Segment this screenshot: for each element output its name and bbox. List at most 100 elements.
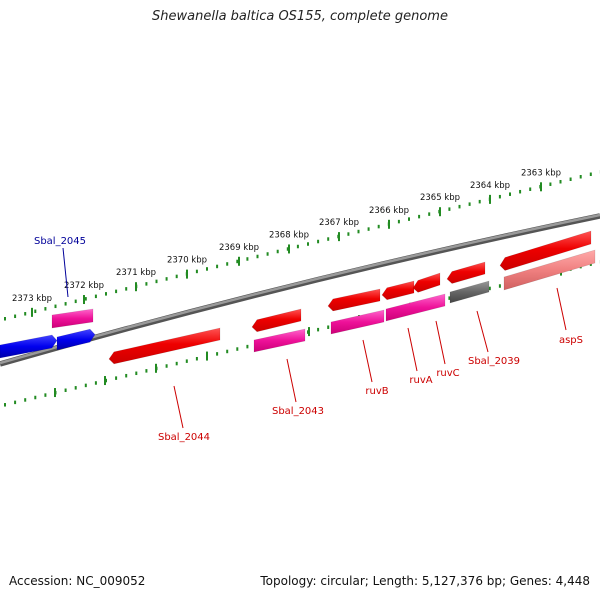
minor-tick xyxy=(54,304,57,309)
minor-tick xyxy=(529,187,532,191)
ruvb-feature[interactable] xyxy=(327,288,381,312)
minor-tick xyxy=(226,262,229,266)
minor-tick xyxy=(286,247,289,251)
minor-tick xyxy=(246,344,249,349)
sbal-2043-leader-line xyxy=(286,358,297,403)
minor-tick xyxy=(488,286,491,291)
sbal-2043-rna-feature[interactable] xyxy=(253,328,306,353)
minor-tick xyxy=(327,325,330,329)
minor-tick xyxy=(74,299,77,304)
major-tick xyxy=(206,351,208,361)
forward-gene-feature[interactable] xyxy=(0,334,58,359)
minor-tick xyxy=(236,347,239,351)
minor-tick xyxy=(145,369,148,373)
minor-tick xyxy=(408,217,410,221)
minor-tick xyxy=(418,214,421,219)
minor-tick xyxy=(307,242,309,246)
sbal-2039-pseudo-feature[interactable] xyxy=(449,280,490,304)
sbal-2043-label[interactable]: Sbal_2043 xyxy=(272,406,324,417)
minor-tick xyxy=(559,179,562,184)
minor-tick xyxy=(428,212,431,216)
sbal-2044-label[interactable]: Sbal_2044 xyxy=(158,432,210,443)
minor-tick xyxy=(14,400,17,405)
ruva-feature[interactable] xyxy=(381,280,415,301)
minor-tick xyxy=(317,239,320,244)
scale-label: 2365 kbp xyxy=(420,193,460,203)
minor-tick xyxy=(34,309,37,314)
ruvc-feature[interactable] xyxy=(412,272,441,293)
scale-label: 2369 kbp xyxy=(219,243,259,253)
minor-tick xyxy=(175,361,178,366)
minor-tick xyxy=(14,314,17,319)
scale-label: 2373 kbp xyxy=(12,294,52,304)
minor-tick xyxy=(64,302,67,306)
genome-stats-text: Topology: circular; Length: 5,127,376 bp… xyxy=(260,574,590,588)
asps-feature[interactable] xyxy=(499,230,592,271)
sbal-2039-feature[interactable] xyxy=(446,261,486,284)
scale-label: 2372 kbp xyxy=(64,281,104,291)
sbal-2044-leader-line xyxy=(173,385,184,429)
minor-tick xyxy=(216,264,219,269)
minor-tick xyxy=(569,177,572,181)
minor-tick xyxy=(448,207,451,211)
feature-layer xyxy=(0,230,596,365)
asps-label[interactable]: aspS xyxy=(559,335,583,346)
minor-tick xyxy=(519,189,522,194)
minor-tick xyxy=(206,267,208,271)
minor-tick xyxy=(448,296,451,300)
asps-leader-line xyxy=(556,287,567,331)
ruvb-rna-feature[interactable] xyxy=(330,309,385,335)
sbal-2045-leader-line xyxy=(62,247,69,298)
minor-tick xyxy=(125,373,128,378)
sbal-2045-label[interactable]: Sbal_2045 xyxy=(34,236,86,247)
minor-tick xyxy=(125,287,128,291)
major-tick xyxy=(238,256,240,266)
sbal-2043-feature[interactable] xyxy=(251,308,302,333)
minor-tick xyxy=(94,294,97,299)
minor-tick xyxy=(397,219,400,224)
minor-tick xyxy=(74,386,77,390)
sbal-2039-leader-line xyxy=(476,310,489,353)
minor-tick xyxy=(236,259,239,264)
minor-tick xyxy=(84,297,87,301)
minor-tick xyxy=(44,393,47,397)
minor-tick xyxy=(276,249,279,254)
ruva-leader-line xyxy=(407,327,418,372)
minor-tick xyxy=(155,279,158,284)
minor-tick xyxy=(115,289,118,294)
asps-rna-feature[interactable] xyxy=(503,249,596,291)
scale-label: 2370 kbp xyxy=(167,256,207,266)
major-tick xyxy=(83,295,85,305)
minor-tick xyxy=(4,317,6,321)
minor-tick xyxy=(266,252,269,256)
minor-tick xyxy=(478,199,481,204)
ruvb-label[interactable]: ruvB xyxy=(365,386,388,397)
minor-tick xyxy=(44,307,47,311)
sbal-2039-label[interactable]: Sbal_2039 xyxy=(468,356,520,367)
scale-label: 2364 kbp xyxy=(470,181,510,191)
major-tick xyxy=(388,219,390,229)
minor-tick xyxy=(195,269,198,274)
scale-label: 2368 kbp xyxy=(269,230,309,240)
map-title: Shewanella baltica OS155, complete genom… xyxy=(152,9,448,24)
major-tick xyxy=(135,282,137,292)
ruva-rna-feature[interactable] xyxy=(385,293,446,322)
minor-tick xyxy=(226,349,229,354)
major-tick xyxy=(439,207,441,217)
sbal-2045-rna-feature[interactable] xyxy=(51,308,94,329)
forward-gene-feature[interactable] xyxy=(56,328,96,351)
sbal-2044-feature[interactable] xyxy=(108,327,221,365)
minor-tick xyxy=(458,204,461,209)
ruva-label[interactable]: ruvA xyxy=(409,375,432,386)
scale-label: 2363 kbp xyxy=(521,168,561,178)
major-tick xyxy=(104,376,106,386)
minor-tick xyxy=(347,232,350,236)
minor-tick xyxy=(296,244,299,249)
major-tick xyxy=(308,327,310,337)
minor-tick xyxy=(549,182,552,186)
minor-tick xyxy=(246,257,249,261)
minor-tick xyxy=(216,352,219,356)
minor-tick xyxy=(135,371,138,376)
ruvc-label[interactable]: ruvC xyxy=(436,368,459,379)
